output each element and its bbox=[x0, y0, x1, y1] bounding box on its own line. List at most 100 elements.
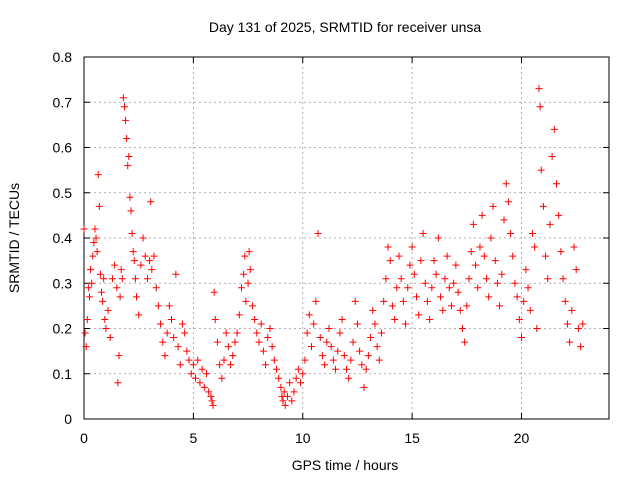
data-point bbox=[111, 261, 119, 269]
data-point bbox=[550, 125, 558, 133]
data-point bbox=[548, 153, 556, 161]
data-point bbox=[463, 302, 471, 310]
data-point bbox=[321, 361, 329, 369]
data-point bbox=[574, 325, 582, 332]
data-point bbox=[406, 261, 414, 269]
data-point bbox=[297, 379, 305, 387]
data-point bbox=[413, 293, 420, 301]
data-point bbox=[513, 293, 521, 301]
data-point bbox=[159, 338, 167, 346]
data-point bbox=[123, 134, 131, 142]
data-point bbox=[410, 270, 418, 278]
data-point bbox=[310, 320, 318, 328]
data-point bbox=[119, 94, 127, 102]
data-point bbox=[148, 266, 156, 274]
data-point bbox=[415, 311, 423, 319]
data-point bbox=[485, 293, 493, 301]
data-point bbox=[251, 315, 259, 323]
data-point bbox=[386, 257, 394, 265]
y-tick-label: 0.5 bbox=[53, 185, 73, 201]
data-point bbox=[205, 388, 213, 396]
data-point bbox=[430, 257, 438, 265]
data-point bbox=[80, 225, 88, 233]
data-point bbox=[353, 320, 361, 328]
data-point bbox=[518, 334, 525, 342]
data-point bbox=[238, 284, 245, 292]
data-point bbox=[347, 356, 355, 364]
data-point bbox=[487, 234, 495, 242]
data-point bbox=[472, 261, 480, 269]
data-point bbox=[279, 397, 287, 405]
data-point bbox=[327, 343, 335, 351]
data-point bbox=[280, 388, 288, 396]
data-point bbox=[240, 270, 248, 278]
data-point bbox=[187, 370, 195, 378]
data-point bbox=[566, 338, 574, 346]
data-point bbox=[208, 397, 216, 405]
data-point bbox=[362, 365, 370, 373]
x-tick-label: 10 bbox=[295, 430, 311, 446]
data-point bbox=[369, 306, 377, 314]
data-point bbox=[439, 306, 447, 314]
data-point bbox=[323, 338, 331, 346]
data-point bbox=[292, 374, 300, 382]
data-point bbox=[233, 329, 241, 337]
data-point bbox=[434, 234, 442, 242]
data-point bbox=[178, 320, 186, 328]
data-point bbox=[192, 374, 200, 382]
data-point bbox=[452, 261, 460, 269]
data-point bbox=[557, 248, 565, 256]
data-point bbox=[118, 275, 126, 283]
data-point bbox=[469, 220, 477, 228]
data-point bbox=[161, 352, 169, 360]
data-point bbox=[542, 252, 550, 260]
data-point bbox=[176, 361, 184, 369]
data-point bbox=[209, 401, 217, 409]
data-point bbox=[245, 248, 253, 256]
data-point bbox=[114, 379, 122, 387]
data-point bbox=[147, 198, 155, 206]
x-axis-title: GPS time / hours bbox=[292, 457, 399, 473]
data-point bbox=[210, 288, 218, 296]
data-point bbox=[220, 356, 228, 364]
data-point bbox=[259, 347, 267, 355]
data-point bbox=[305, 311, 313, 319]
data-point bbox=[496, 302, 504, 310]
data-point bbox=[82, 343, 90, 351]
data-point bbox=[428, 284, 436, 292]
data-point bbox=[336, 329, 344, 337]
data-point bbox=[568, 306, 576, 314]
data-point bbox=[476, 243, 484, 251]
data-point bbox=[399, 297, 407, 305]
data-point bbox=[520, 297, 528, 305]
data-point bbox=[432, 270, 440, 278]
data-point bbox=[273, 365, 280, 373]
data-point bbox=[113, 284, 121, 292]
data-point bbox=[445, 284, 453, 292]
data-point bbox=[270, 356, 278, 364]
data-point bbox=[264, 334, 272, 342]
data-point bbox=[183, 347, 191, 355]
grid bbox=[84, 57, 609, 419]
data-point bbox=[478, 211, 486, 219]
data-point bbox=[509, 252, 517, 260]
data-point bbox=[288, 397, 296, 405]
data-point bbox=[91, 225, 99, 233]
data-point bbox=[275, 374, 283, 382]
data-point bbox=[213, 338, 221, 346]
data-point bbox=[81, 329, 89, 337]
data-point bbox=[301, 356, 309, 364]
x-tick-label: 0 bbox=[80, 430, 88, 446]
data-point bbox=[404, 284, 412, 292]
data-point bbox=[92, 234, 100, 242]
data-point bbox=[241, 252, 249, 260]
data-point bbox=[555, 211, 563, 219]
data-point bbox=[268, 343, 276, 351]
data-point bbox=[343, 365, 350, 373]
data-point bbox=[203, 370, 210, 378]
data-point bbox=[104, 306, 112, 314]
data-point bbox=[93, 248, 101, 256]
data-point bbox=[218, 374, 226, 382]
data-point bbox=[349, 338, 357, 346]
data-point bbox=[329, 356, 337, 364]
